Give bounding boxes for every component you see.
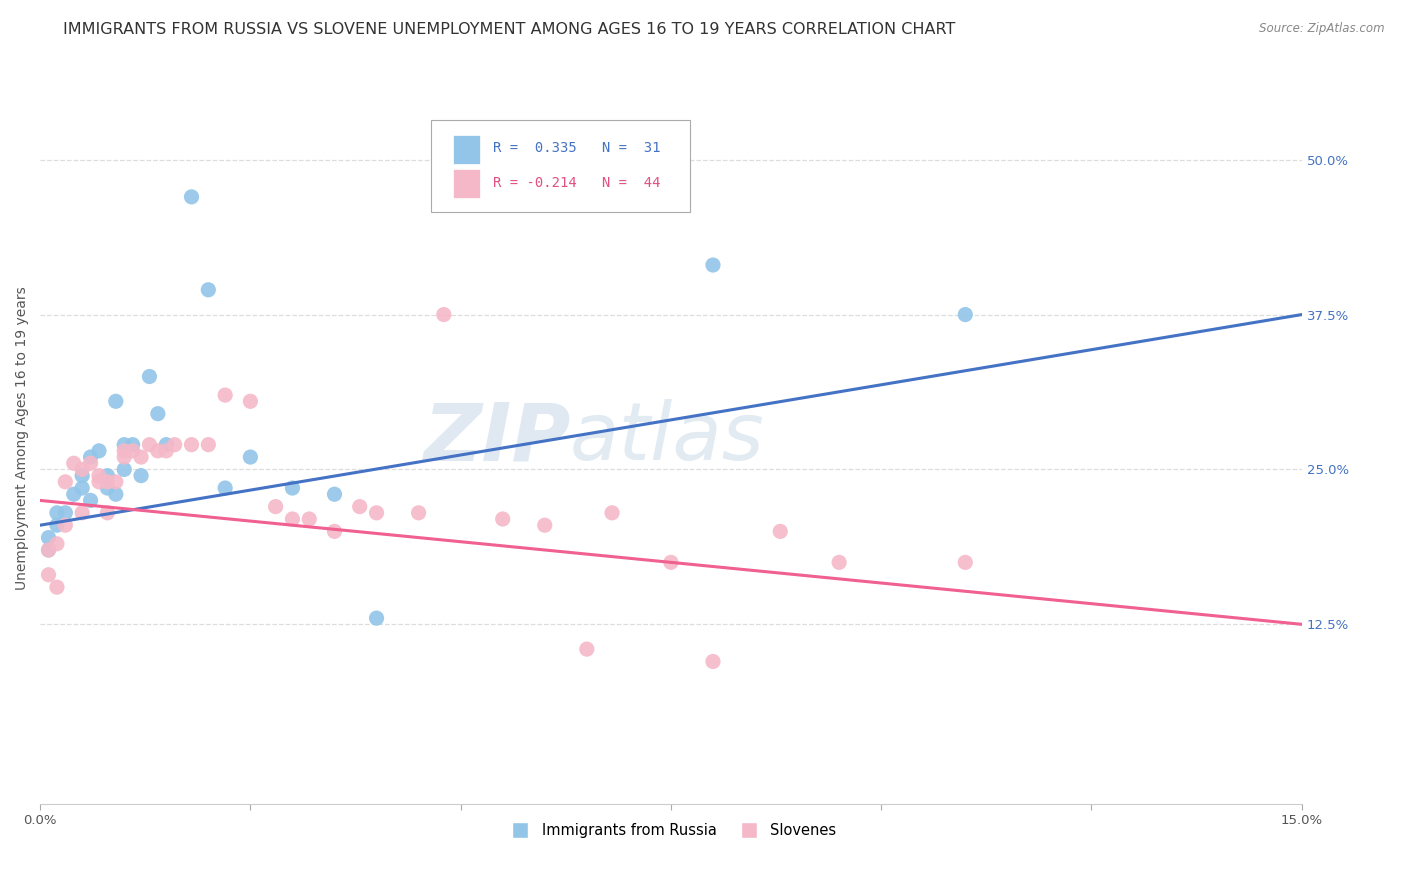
Point xyxy=(349,500,371,514)
Point xyxy=(138,438,160,452)
Point xyxy=(492,512,515,526)
Point xyxy=(366,506,388,520)
Point xyxy=(129,468,152,483)
Point xyxy=(38,531,60,545)
Point xyxy=(112,438,135,452)
Point xyxy=(87,475,110,489)
Point xyxy=(87,468,110,483)
Point xyxy=(769,524,792,539)
Point xyxy=(79,456,101,470)
Point xyxy=(828,555,851,569)
Point xyxy=(45,518,67,533)
Point xyxy=(146,443,169,458)
Point xyxy=(146,407,169,421)
Point xyxy=(104,475,127,489)
Point xyxy=(62,487,84,501)
Point xyxy=(96,481,118,495)
Point xyxy=(70,468,93,483)
Point xyxy=(70,506,93,520)
Point xyxy=(955,555,977,569)
Point xyxy=(129,450,152,464)
Point xyxy=(180,438,202,452)
Point xyxy=(96,475,118,489)
Point xyxy=(298,512,321,526)
Point xyxy=(45,580,67,594)
Point xyxy=(121,443,143,458)
Point xyxy=(702,258,724,272)
Point xyxy=(138,369,160,384)
Y-axis label: Unemployment Among Ages 16 to 19 years: Unemployment Among Ages 16 to 19 years xyxy=(15,286,30,591)
Point xyxy=(104,487,127,501)
Point xyxy=(264,500,287,514)
Point xyxy=(281,512,304,526)
Point xyxy=(323,524,346,539)
Point xyxy=(702,655,724,669)
Point xyxy=(38,543,60,558)
Point xyxy=(408,506,430,520)
Point xyxy=(197,438,219,452)
Point xyxy=(53,506,76,520)
Point xyxy=(104,394,127,409)
Point xyxy=(112,462,135,476)
Point xyxy=(155,443,177,458)
Point xyxy=(70,481,93,495)
Point xyxy=(96,468,118,483)
Bar xyxy=(453,169,481,198)
Text: IMMIGRANTS FROM RUSSIA VS SLOVENE UNEMPLOYMENT AMONG AGES 16 TO 19 YEARS CORRELA: IMMIGRANTS FROM RUSSIA VS SLOVENE UNEMPL… xyxy=(63,22,956,37)
Point xyxy=(155,438,177,452)
Point xyxy=(79,493,101,508)
Point xyxy=(79,450,101,464)
Point xyxy=(38,543,60,558)
Point xyxy=(53,475,76,489)
Point xyxy=(112,443,135,458)
Point xyxy=(70,462,93,476)
Point xyxy=(45,537,67,551)
Point xyxy=(163,438,186,452)
Text: R =  0.335   N =  31: R = 0.335 N = 31 xyxy=(494,141,661,154)
FancyBboxPatch shape xyxy=(432,120,690,212)
Text: Source: ZipAtlas.com: Source: ZipAtlas.com xyxy=(1260,22,1385,36)
Point xyxy=(38,567,60,582)
Point xyxy=(112,450,135,464)
Point xyxy=(659,555,682,569)
Point xyxy=(575,642,598,657)
Point xyxy=(433,308,456,322)
Point xyxy=(214,481,236,495)
Point xyxy=(62,456,84,470)
Text: R = -0.214   N =  44: R = -0.214 N = 44 xyxy=(494,177,661,190)
Bar xyxy=(453,136,481,164)
Point xyxy=(600,506,623,520)
Point xyxy=(323,487,346,501)
Point xyxy=(239,394,262,409)
Text: atlas: atlas xyxy=(569,400,765,477)
Text: ZIP: ZIP xyxy=(423,400,569,477)
Legend: Immigrants from Russia, Slovenes: Immigrants from Russia, Slovenes xyxy=(499,818,842,844)
Point xyxy=(955,308,977,322)
Point xyxy=(281,481,304,495)
Point xyxy=(214,388,236,402)
Point xyxy=(197,283,219,297)
Point xyxy=(180,190,202,204)
Point xyxy=(96,506,118,520)
Point xyxy=(87,443,110,458)
Point xyxy=(121,438,143,452)
Point xyxy=(45,506,67,520)
Point xyxy=(533,518,555,533)
Point xyxy=(239,450,262,464)
Point xyxy=(366,611,388,625)
Point xyxy=(53,518,76,533)
